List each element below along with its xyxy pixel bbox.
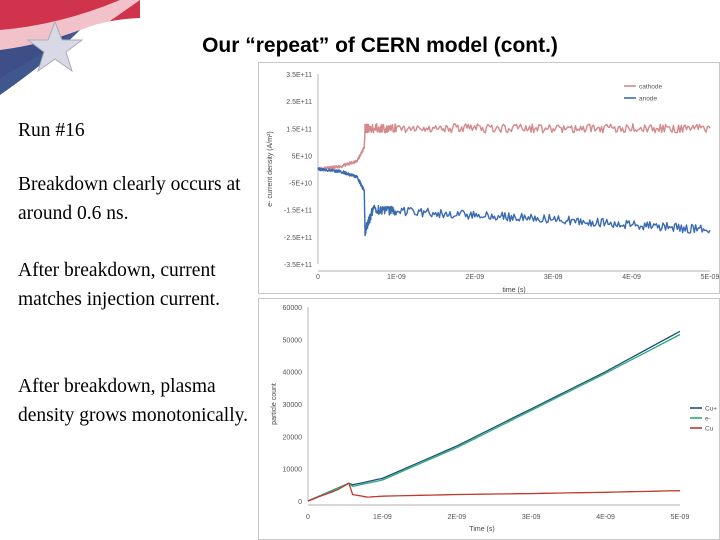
legend-label-0: cathode: [639, 84, 663, 91]
y-axis-label: particle count: [271, 383, 278, 425]
y-tick-label: 30000: [283, 402, 303, 409]
chart-frame: [258, 298, 720, 540]
run-number-text: Run #16: [18, 120, 85, 141]
y-tick-label: -2.5E+11: [284, 235, 312, 242]
y-tick-label: 5E+10: [292, 153, 313, 160]
legend-label-2: Cu: [705, 426, 714, 433]
x-tick-label: 1E-09: [373, 514, 392, 521]
y-tick-label: 3.5E+11: [286, 72, 312, 79]
series-line-2: [307, 482, 681, 502]
slide-title: Our “repeat” of CERN model (cont.): [202, 34, 558, 57]
x-tick-label: 3E-09: [544, 274, 563, 281]
x-axis-label: time (s): [502, 287, 525, 294]
legend-label-1: anode: [639, 96, 657, 103]
x-tick-label: 2E-09: [447, 514, 466, 521]
y-tick-label: -3.5E+11: [284, 262, 312, 269]
y-tick-label: 1.5E+11: [286, 126, 312, 133]
legend-label-0: Cu+: [705, 406, 717, 413]
plasma-density-text: After breakdown, plasma density grows mo…: [18, 376, 249, 426]
y-tick-label: 0: [298, 499, 302, 506]
y-tick-label: 40000: [283, 370, 303, 377]
current-density-chart: 3.5E+11 2.5E+11 1.5E+11 5E+10 -5E+10 -1.5E+11…: [258, 62, 720, 294]
flag-star-logo-icon: [0, 0, 140, 95]
y-tick-label: -5E+10: [289, 181, 312, 188]
particle-count-chart: 0 10000 20000 30000 40000 50000 60000 0 1E-09 2E-…: [258, 298, 720, 540]
x-tick-label: 4E-09: [622, 274, 641, 281]
x-tick-label: 0: [306, 514, 310, 521]
y-tick-label: 20000: [283, 434, 303, 441]
series-line-1: [317, 167, 711, 237]
y-tick-label: 10000: [283, 467, 303, 474]
y-tick-label: -1.5E+11: [284, 208, 312, 215]
y-axis-label: e- current density (A/m²): [267, 131, 274, 206]
y-tick-label: 60000: [283, 305, 303, 312]
chart-frame: [258, 62, 720, 294]
x-tick-label: 3E-09: [522, 514, 541, 521]
y-tick-label: 2.5E+11: [286, 99, 312, 106]
x-tick-label: 2E-09: [465, 274, 484, 281]
x-tick-label: 0: [316, 274, 320, 281]
x-tick-label: 5E-09: [671, 514, 690, 521]
breakdown-text: Breakdown clearly occurs at around 0.6 n…: [18, 174, 241, 224]
x-axis-label: Time (s): [469, 526, 494, 533]
y-tick-label: 50000: [283, 337, 303, 344]
x-tick-label: 5E-09: [701, 274, 720, 281]
x-tick-label: 1E-09: [387, 274, 406, 281]
x-tick-label: 4E-09: [596, 514, 615, 521]
series-line-0: [317, 123, 711, 171]
legend-label-1: e-: [705, 416, 711, 423]
current-text: After breakdown, current matches injecti…: [18, 260, 220, 310]
